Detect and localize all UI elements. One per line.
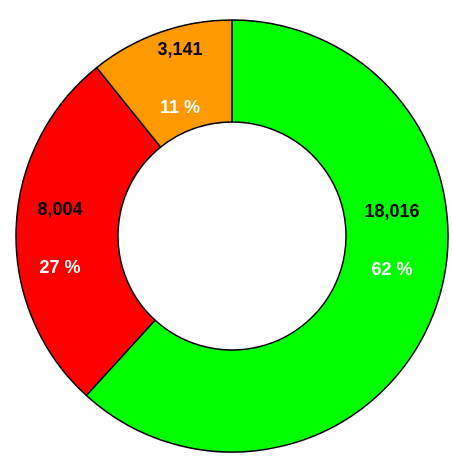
value-label: 3,141 xyxy=(157,39,202,59)
donut-segment xyxy=(85,19,449,453)
percent-label: 27 % xyxy=(39,257,80,277)
value-label: 18,016 xyxy=(364,201,419,221)
percent-label: 62 % xyxy=(371,259,412,279)
donut-segment xyxy=(15,66,162,397)
value-label: 8,004 xyxy=(37,199,82,219)
percent-label: 11 % xyxy=(160,97,200,117)
donut-segment xyxy=(95,19,233,149)
